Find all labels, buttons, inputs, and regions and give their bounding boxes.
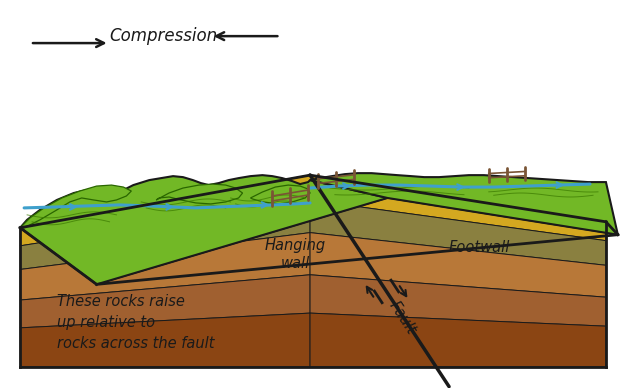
Polygon shape — [20, 233, 310, 300]
Polygon shape — [310, 173, 618, 235]
Polygon shape — [20, 185, 131, 228]
Polygon shape — [310, 313, 606, 367]
Polygon shape — [20, 175, 387, 284]
Polygon shape — [310, 200, 606, 265]
Polygon shape — [310, 175, 606, 241]
Polygon shape — [310, 233, 606, 297]
Text: These rocks raise
up relative to
rocks across the fault: These rocks raise up relative to rocks a… — [57, 294, 214, 351]
Polygon shape — [156, 184, 242, 204]
Polygon shape — [310, 175, 618, 235]
Text: Footwall: Footwall — [448, 240, 510, 255]
Text: Hanging
wall: Hanging wall — [265, 238, 326, 271]
Text: Fault: Fault — [386, 299, 419, 337]
Polygon shape — [20, 175, 387, 284]
Polygon shape — [20, 275, 310, 328]
Polygon shape — [20, 313, 310, 367]
Polygon shape — [20, 175, 310, 246]
Text: Compression: Compression — [109, 27, 217, 45]
Polygon shape — [310, 275, 606, 326]
Polygon shape — [20, 200, 310, 270]
Polygon shape — [251, 185, 310, 204]
